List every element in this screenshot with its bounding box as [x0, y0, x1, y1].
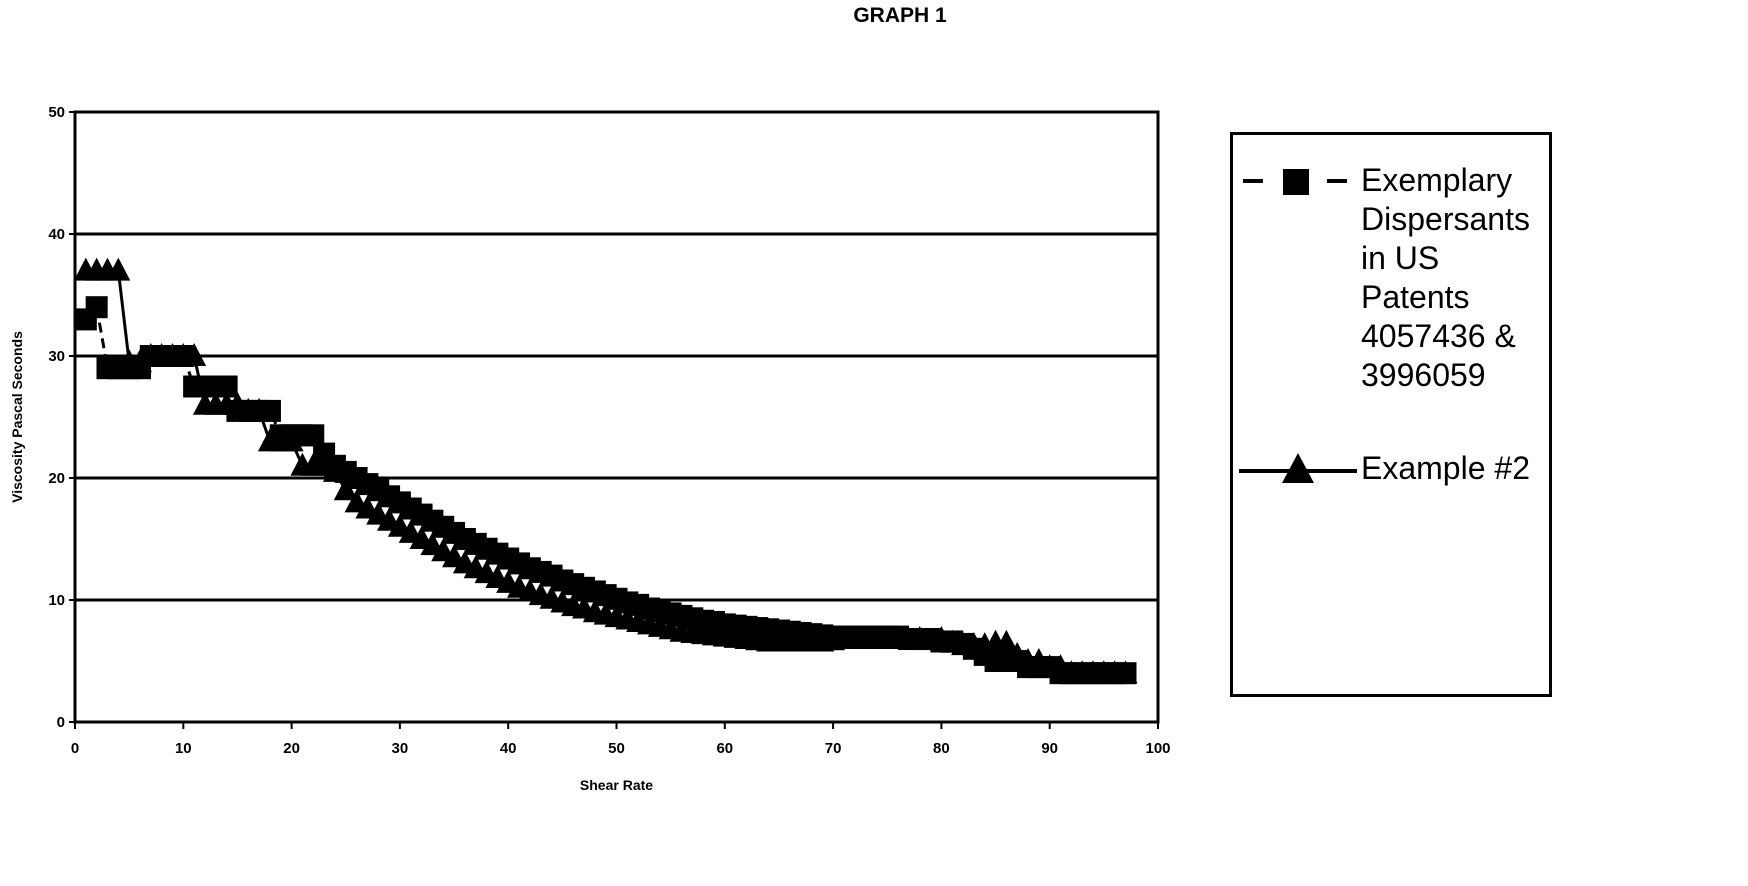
x-tick-label: 60 [716, 740, 733, 757]
data-point [86, 296, 108, 318]
x-tick-label: 20 [283, 740, 300, 757]
x-tick-label: 80 [933, 740, 950, 757]
legend: Exemplary Dispersants in US Patents 4057… [1230, 132, 1552, 697]
y-axis-label: Viscosity Pascal Seconds [9, 331, 25, 503]
x-tick-label: 10 [175, 740, 192, 757]
x-tick-label: 40 [500, 740, 517, 757]
x-tick-label: 70 [825, 740, 842, 757]
y-tick-label: 10 [48, 592, 65, 609]
triangle-marker-icon [1239, 449, 1357, 489]
legend-label-series-2: Example #2 [1361, 449, 1551, 488]
plot-series [74, 258, 1138, 685]
y-tick-label: 50 [48, 104, 65, 121]
x-axis-label: Shear Rate [580, 777, 653, 793]
series-2 [74, 258, 1138, 684]
y-tick-label: 40 [48, 226, 65, 243]
y-tick-label: 0 [57, 714, 65, 731]
x-tick-label: 0 [71, 740, 79, 757]
legend-label-series-1: Exemplary Dispersants in US Patents 4057… [1361, 161, 1551, 395]
x-tick-label: 90 [1041, 740, 1058, 757]
square-marker-icon [1239, 161, 1357, 201]
x-tick-label: 30 [392, 740, 409, 757]
y-tick-label: 30 [48, 348, 65, 365]
x-tick-label: 50 [608, 740, 625, 757]
y-tick-label: 20 [48, 470, 65, 487]
x-tick-label: 100 [1145, 740, 1170, 757]
